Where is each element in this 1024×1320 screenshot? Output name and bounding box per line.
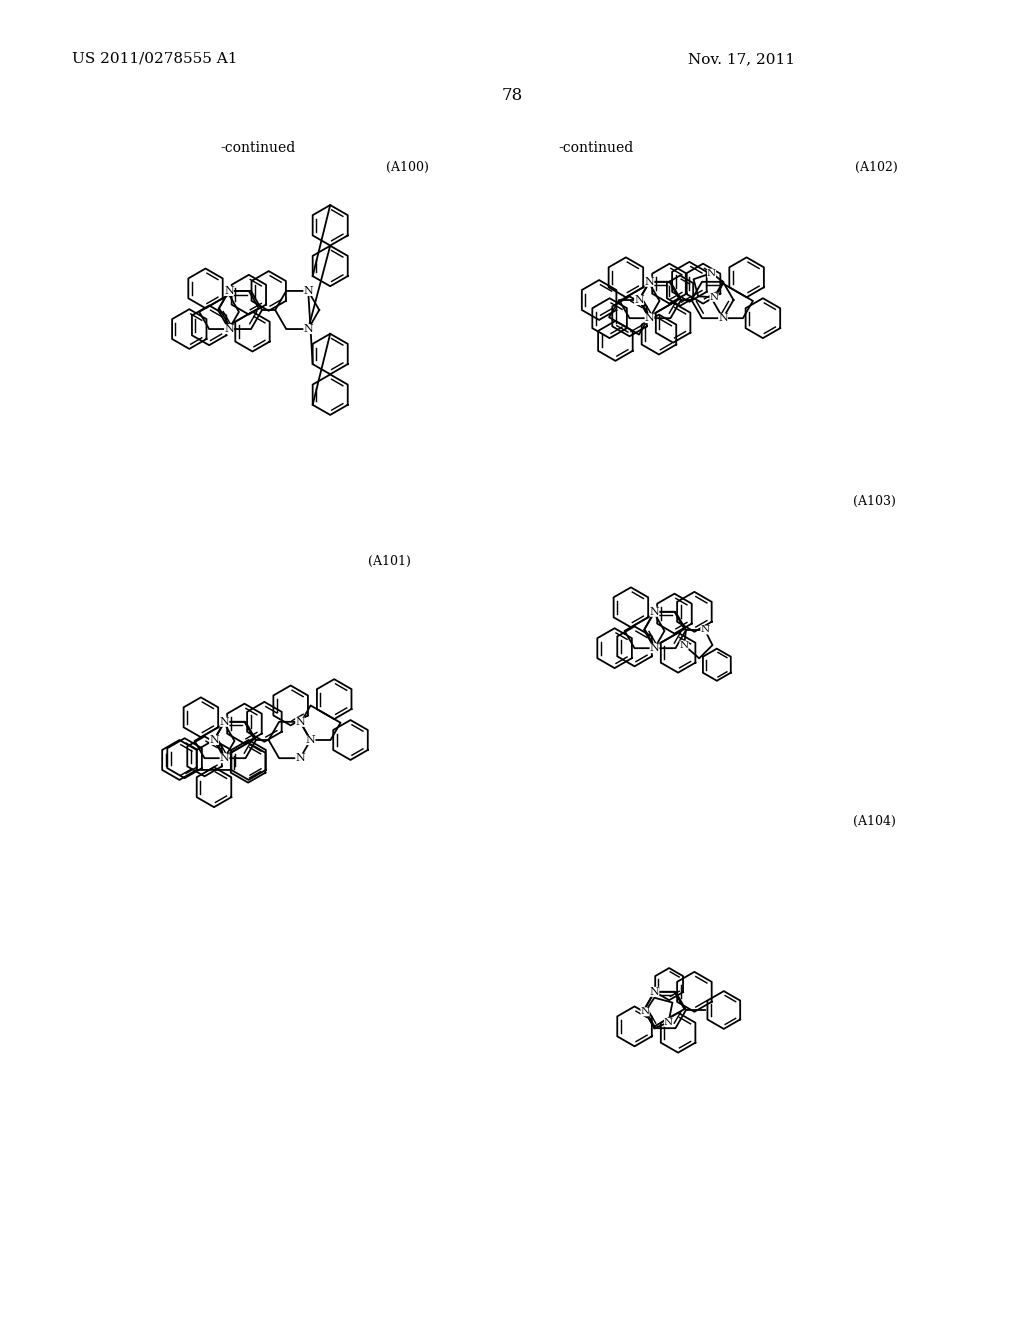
Text: N: N [634, 294, 644, 305]
Text: N: N [295, 717, 305, 727]
Text: -continued: -continued [220, 141, 295, 154]
Text: N: N [718, 313, 728, 323]
Text: N: N [306, 735, 315, 744]
Text: N: N [645, 277, 654, 286]
Text: (A102): (A102) [855, 161, 898, 174]
Text: N: N [649, 643, 659, 653]
Text: N: N [303, 286, 313, 296]
Text: N: N [303, 323, 313, 334]
Text: N: N [707, 269, 716, 277]
Text: N: N [710, 293, 719, 302]
Text: N: N [664, 1018, 673, 1027]
Text: N: N [645, 313, 654, 323]
Text: -continued: -continued [558, 141, 633, 154]
Text: N: N [640, 1007, 649, 1016]
Text: N: N [224, 323, 233, 334]
Text: N: N [649, 987, 659, 997]
Text: N: N [295, 754, 305, 763]
Text: (A101): (A101) [368, 554, 411, 568]
Text: (A100): (A100) [386, 161, 429, 174]
Text: N: N [219, 754, 229, 763]
Text: N: N [224, 286, 233, 296]
Text: (A104): (A104) [853, 814, 896, 828]
Text: US 2011/0278555 A1: US 2011/0278555 A1 [72, 51, 238, 66]
Text: N: N [700, 626, 710, 635]
Text: 78: 78 [502, 87, 522, 104]
Text: N: N [649, 607, 659, 616]
Text: N: N [209, 735, 219, 744]
Text: (A103): (A103) [853, 495, 896, 508]
Text: N: N [680, 640, 689, 649]
Text: N: N [219, 717, 229, 727]
Text: Nov. 17, 2011: Nov. 17, 2011 [688, 51, 795, 66]
